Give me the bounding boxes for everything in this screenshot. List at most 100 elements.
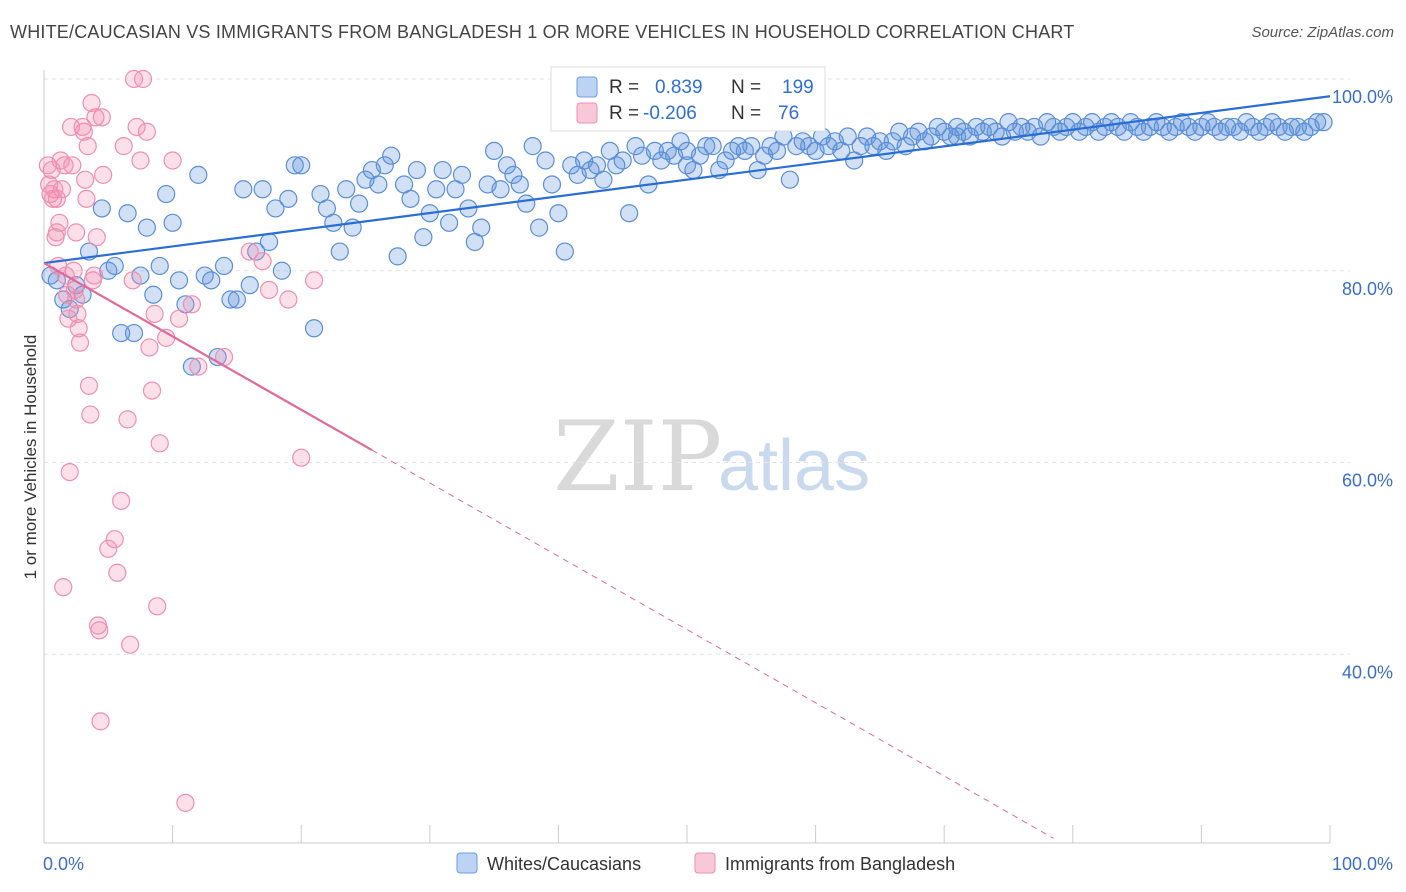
point-whites <box>716 151 735 170</box>
point-bangladesh <box>87 228 106 247</box>
bottom-legend-label-bangladesh: Immigrants from Bangladesh <box>725 854 955 874</box>
point-bangladesh <box>82 93 101 113</box>
point-whites <box>742 137 761 156</box>
series-whites-points <box>41 113 1333 376</box>
point-whites <box>240 276 259 295</box>
point-bangladesh <box>163 151 182 170</box>
point-whites <box>838 127 857 146</box>
point-bangladesh <box>108 563 127 582</box>
point-whites <box>510 175 529 194</box>
point-whites <box>703 137 722 156</box>
point-bangladesh <box>50 213 69 232</box>
point-whites <box>491 180 510 199</box>
y-axis-label: 1 or more Vehicles in Household <box>21 335 40 580</box>
point-bangladesh <box>63 156 82 175</box>
point-bangladesh <box>67 290 86 309</box>
legend-n-value-bangladesh: 76 <box>778 103 799 124</box>
point-bangladesh <box>259 280 279 300</box>
point-whites <box>697 137 716 156</box>
legend-n-label-bangladesh: N = <box>731 103 761 124</box>
point-bangladesh <box>131 151 150 170</box>
point-whites <box>620 204 639 223</box>
point-whites <box>517 194 536 213</box>
point-whites <box>47 271 66 290</box>
point-bangladesh <box>189 357 208 376</box>
point-bangladesh <box>150 434 169 453</box>
point-bangladesh <box>133 69 153 89</box>
point-whites <box>549 204 568 223</box>
watermark-zip: ZIP <box>553 401 722 513</box>
bottom-legend-label-whites: Whites/Caucasians <box>487 854 641 874</box>
point-whites <box>375 156 394 175</box>
point-whites <box>677 156 697 175</box>
bottom-legend: Whites/Caucasians Immigrants from Bangla… <box>456 852 955 874</box>
y-tick-label: 100.0% <box>1332 87 1393 107</box>
point-bangladesh <box>292 448 311 467</box>
bottom-legend-swatch-bangladesh <box>694 852 716 874</box>
y-tick-label: 40.0% <box>1342 662 1393 682</box>
point-whites <box>202 271 221 290</box>
point-whites <box>124 323 144 343</box>
point-bangladesh <box>91 712 110 731</box>
chart-source: Source: ZipAtlas.com <box>1251 24 1394 41</box>
point-bangladesh <box>47 189 66 208</box>
x-tick-label-max: 100.0% <box>1332 854 1393 874</box>
legend-swatch-bangladesh <box>576 102 598 124</box>
point-bangladesh <box>68 304 87 323</box>
trend-line-bangladesh <box>43 262 373 451</box>
point-bangladesh <box>121 635 140 654</box>
point-bangladesh <box>52 180 72 199</box>
point-whites <box>163 213 182 232</box>
point-bangladesh <box>55 156 74 175</box>
point-whites <box>285 156 304 175</box>
point-bangladesh <box>85 266 104 285</box>
point-whites <box>414 228 433 247</box>
point-whites <box>504 165 523 184</box>
point-whites <box>401 189 420 208</box>
point-whites <box>594 170 613 189</box>
point-bangladesh <box>99 539 118 558</box>
point-whites <box>144 285 163 304</box>
point-whites <box>690 146 709 165</box>
point-whites <box>330 242 349 261</box>
point-whites <box>259 232 279 252</box>
point-whites <box>292 156 311 175</box>
bottom-legend-swatch-whites <box>456 852 478 874</box>
point-whites <box>214 256 234 276</box>
point-bangladesh <box>60 462 79 482</box>
point-whites <box>452 165 472 184</box>
point-bangladesh <box>112 491 131 510</box>
point-bangladesh <box>78 137 97 156</box>
point-bangladesh <box>145 304 164 323</box>
point-whites <box>780 170 799 189</box>
point-bangladesh <box>105 530 124 549</box>
point-whites <box>555 242 574 261</box>
point-whites <box>433 160 452 180</box>
point-bangladesh <box>148 597 167 616</box>
watermark: ZIP atlas <box>553 401 870 513</box>
point-whites <box>407 160 427 180</box>
point-whites <box>105 256 124 276</box>
point-whites <box>1308 113 1327 132</box>
point-bangladesh <box>69 319 88 338</box>
y-tick-labels: 100.0% 80.0% 60.0% 40.0% <box>1332 87 1393 682</box>
point-whites <box>388 247 407 266</box>
point-bangladesh <box>67 223 86 242</box>
point-bangladesh <box>92 108 111 127</box>
trend-line-bangladesh-extension <box>371 449 1054 839</box>
point-whites <box>304 319 324 338</box>
point-bangladesh <box>142 381 162 400</box>
point-whites <box>337 180 356 199</box>
legend-n-label-whites: N = <box>731 77 761 98</box>
point-bangladesh <box>118 410 137 429</box>
point-bangladesh <box>304 271 324 290</box>
legend-n-value-whites: 199 <box>782 77 814 98</box>
point-whites <box>947 127 967 146</box>
point-whites <box>382 146 401 165</box>
trend-lines <box>43 95 1331 839</box>
point-whites <box>247 242 266 261</box>
point-whites <box>227 290 246 309</box>
point-whites <box>112 323 131 343</box>
point-bangladesh <box>79 376 99 395</box>
point-bangladesh <box>169 309 189 328</box>
